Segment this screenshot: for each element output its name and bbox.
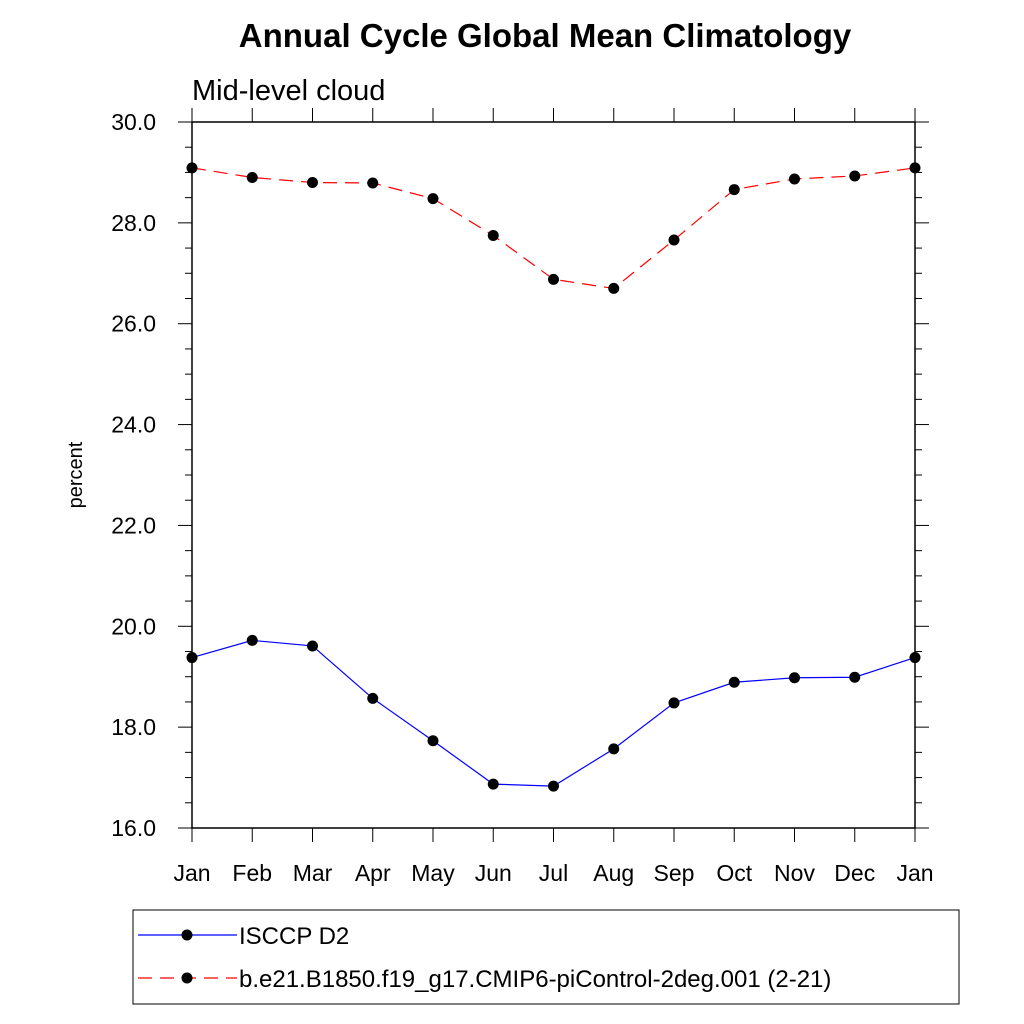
series-1-point: [789, 173, 800, 185]
chart-subtitle: Mid-level cloud: [192, 75, 385, 107]
y-tick-label: 24.0: [111, 412, 156, 438]
series-0-point: [668, 697, 680, 709]
plot-frame: [191, 121, 916, 829]
series-1-point: [427, 193, 439, 205]
x-tick-label: Jan: [173, 860, 210, 886]
series-0-point: [909, 652, 921, 664]
series-1-point: [668, 234, 680, 246]
series-1-point: [548, 273, 559, 285]
y-ticks: 16.0 18.0 20.0 22.0 24.0 26.0 28.0 30.0: [111, 109, 929, 841]
series-0-point: [186, 652, 198, 664]
series-0-point: [246, 634, 258, 646]
y-tick-label: 28.0: [111, 210, 156, 236]
x-tick-label: Jan: [896, 860, 933, 886]
y-tick-label: 26.0: [111, 311, 156, 337]
series-0-point: [487, 778, 499, 790]
x-tick-label: Jun: [475, 860, 512, 886]
y-tick-label: 22.0: [111, 512, 156, 538]
series-1-point: [307, 177, 318, 189]
legend-marker-model: [181, 972, 193, 984]
x-tick-label: Jul: [539, 860, 568, 886]
series-1-point: [186, 162, 198, 174]
chart-title: Annual Cycle Global Mean Climatology: [239, 17, 852, 54]
series-1-point: [849, 170, 861, 182]
legend-label-model: b.e21.B1850.f19_g17.CMIP6-piControl-2deg…: [239, 966, 831, 993]
series-1-point: [608, 282, 620, 294]
x-tick-label: Feb: [232, 860, 272, 886]
series-0-point: [307, 640, 318, 652]
series-0-point: [728, 676, 740, 688]
y-axis-label: percent: [65, 441, 87, 508]
x-tick-label: Apr: [355, 860, 391, 886]
series-line-0: [191, 639, 916, 787]
x-ticks: Jan Feb Mar Apr May Jun Jul Aug Sep Oct Nov Dec Jan: [173, 108, 934, 886]
series-0-point: [608, 743, 620, 755]
series-0-point: [367, 692, 379, 704]
series-layer: [186, 162, 921, 792]
series-1-point: [246, 171, 258, 183]
legend: ISCCP D2 b.e21.B1850.f19_g17.CMIP6-piCon…: [132, 909, 960, 1005]
series-1-point: [367, 177, 379, 189]
x-tick-label: Mar: [293, 860, 333, 886]
x-tick-label: Dec: [834, 860, 875, 886]
legend-marker-isccp: [181, 929, 193, 941]
series-line-1: [191, 167, 916, 290]
y-tick-label: 20.0: [111, 613, 156, 639]
y-tick-label: 18.0: [111, 714, 156, 740]
y-tick-label: 16.0: [111, 815, 156, 841]
series-0-point: [849, 671, 861, 683]
x-tick-label: Oct: [716, 860, 752, 886]
series-1-point: [909, 162, 921, 174]
legend-label-isccp: ISCCP D2: [239, 923, 349, 950]
series-1-point: [728, 184, 740, 196]
series-1-point: [487, 229, 499, 241]
series-0-point: [789, 672, 800, 684]
x-tick-label: Aug: [593, 860, 634, 886]
series-0-point: [427, 735, 439, 747]
legend-box: [132, 909, 960, 1005]
x-tick-label: May: [411, 860, 455, 886]
series-0-point: [548, 780, 559, 792]
x-tick-label: Nov: [774, 860, 815, 886]
x-tick-label: Sep: [654, 860, 695, 886]
y-tick-label: 30.0: [111, 109, 156, 135]
